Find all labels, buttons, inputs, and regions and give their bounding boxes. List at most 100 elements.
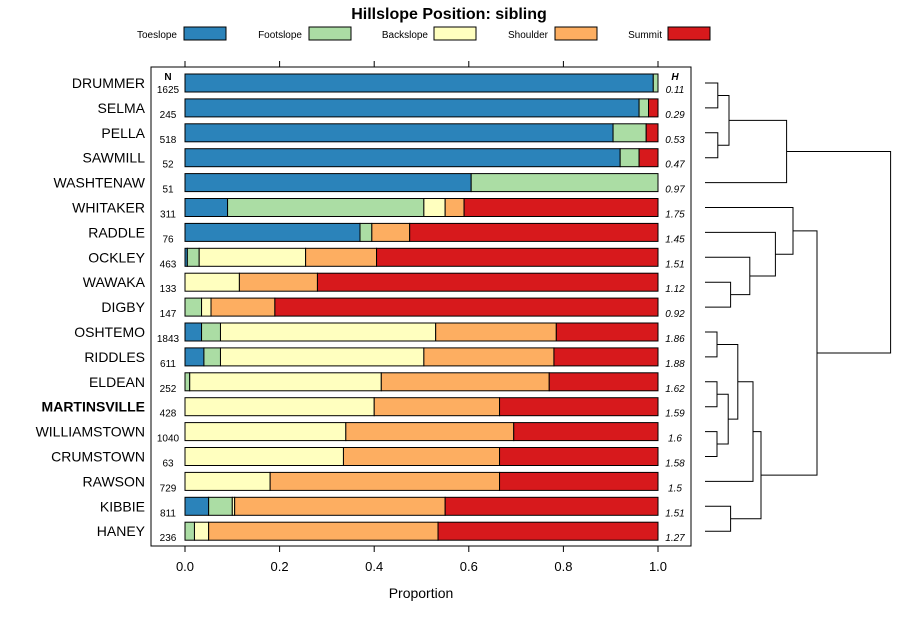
bar-segment: [553, 347, 659, 367]
row-label: CRUMSTOWN: [51, 449, 145, 465]
bar-segment: [189, 372, 382, 392]
row-n-value: 611: [160, 359, 176, 370]
chart-title: Hillslope Position: sibling: [351, 6, 547, 23]
row-n-value: 245: [160, 110, 177, 121]
bar-segment: [274, 297, 659, 317]
bar-segment: [184, 372, 191, 392]
bar-segment: [373, 397, 501, 417]
row-label: WHITAKER: [72, 200, 145, 216]
row-label: KIBBIE: [100, 498, 145, 514]
bar-segment: [470, 173, 659, 193]
row-label: DIGBY: [101, 299, 145, 315]
row-label: SAWMILL: [83, 150, 146, 166]
bar-segment: [499, 447, 659, 466]
bar-segment: [444, 198, 465, 217]
row-h-value: 0.11: [666, 85, 685, 96]
dendrogram-branch: [786, 150, 892, 354]
bar-segment: [219, 347, 425, 367]
row-h-value: 1.62: [665, 384, 685, 395]
bar-segment: [555, 322, 659, 342]
dendrogram-branch: [705, 331, 718, 358]
row-h-value: 1.27: [665, 533, 685, 544]
dendrogram-branch: [761, 230, 818, 476]
bar-row: RAWSON 729 1.5: [83, 471, 682, 494]
row-n-value: 133: [160, 284, 177, 295]
dendrogram-branch: [705, 119, 788, 184]
bar-segment: [184, 496, 210, 516]
bar-segment: [316, 272, 659, 292]
legend-swatch: [433, 26, 477, 41]
dendrogram: [705, 82, 892, 532]
bar-row: RIDDLES 611 1.88: [84, 347, 685, 370]
row-n-value: 63: [162, 459, 174, 470]
bar-row: HANEY 236 1.27: [97, 521, 685, 544]
row-h-value: 1.45: [665, 234, 685, 245]
row-h-value: 1.88: [665, 359, 685, 370]
row-label: SELMA: [98, 100, 146, 116]
legend-swatch: [308, 26, 352, 41]
bar-row: CRUMSTOWN 63 1.58: [51, 447, 685, 470]
dendrogram-branch: [705, 431, 718, 457]
dendrogram-branch: [705, 256, 751, 296]
h-header: H: [671, 72, 679, 83]
bar-row: SAWMILL 52 0.47: [83, 148, 685, 171]
row-n-value: 51: [162, 185, 174, 196]
row-n-value: 428: [160, 409, 177, 420]
bar-segment: [513, 422, 659, 442]
bar-segment: [184, 471, 271, 491]
row-n-value: 252: [160, 384, 177, 395]
bar-row: SELMA 245 0.29: [98, 98, 685, 121]
legend: Toeslope Footslope Backslope Shoulder Summit: [137, 26, 711, 41]
bar-row: WASHTENAW 51 0.97: [53, 173, 685, 196]
row-label: DRUMMER: [72, 75, 145, 91]
row-label: ELDEAN: [89, 374, 145, 390]
bar-segment: [652, 73, 659, 93]
x-axis: 0.0 0.2 0.4 0.6 0.8 1.0: [176, 61, 667, 574]
bar-segment: [184, 73, 654, 93]
dendrogram-branch: [730, 431, 762, 520]
row-n-value: 147: [160, 309, 177, 320]
legend-swatch: [667, 26, 711, 41]
row-n-value: 811: [160, 508, 176, 519]
legend-swatch: [554, 26, 598, 41]
row-n-value: 463: [160, 259, 177, 270]
x-tick-label: 0.8: [554, 559, 572, 574]
bar-segment: [409, 222, 659, 242]
dendrogram-branch: [717, 94, 730, 146]
bar-segment: [499, 397, 659, 417]
row-n-value: 518: [160, 135, 177, 146]
dendrogram-branch: [705, 207, 794, 255]
bar-segment: [269, 471, 501, 491]
row-n-value: 1625: [157, 85, 180, 96]
row-h-value: 1.51: [665, 508, 684, 519]
x-axis-label: Proportion: [389, 585, 454, 601]
bar-row: WHITAKER 311 1.75: [72, 198, 685, 221]
legend-swatch: [183, 26, 227, 41]
bar-segment: [234, 496, 446, 516]
bar-segment: [201, 297, 212, 317]
bar-segment: [227, 198, 425, 217]
dendrogram-branch: [705, 505, 732, 532]
row-label: PELLA: [101, 125, 145, 141]
row-h-value: 1.12: [665, 284, 685, 295]
bar-segment: [184, 123, 614, 143]
bar-segment: [423, 347, 555, 367]
bar-segment: [184, 322, 203, 342]
dendrogram-branch: [705, 231, 776, 277]
bar-row: DIGBY 147 0.92: [101, 297, 685, 320]
dendrogram-branch: [705, 82, 719, 109]
bar-segment: [342, 447, 501, 466]
bar-segment: [359, 222, 373, 242]
row-h-value: 1.51: [665, 259, 684, 270]
bar-segment: [648, 98, 659, 118]
bar-segment: [210, 297, 276, 317]
plot-frame: [150, 66, 692, 547]
row-n-value: 236: [160, 533, 177, 544]
row-h-value: 1.58: [665, 459, 685, 470]
row-label: HANEY: [97, 523, 146, 539]
row-label: WASHTENAW: [53, 175, 145, 191]
dendrogram-branch: [717, 343, 739, 420]
bar-segment: [186, 247, 200, 267]
bar-segment: [305, 247, 378, 267]
bar-row: ELDEAN 252 1.62: [89, 372, 685, 395]
